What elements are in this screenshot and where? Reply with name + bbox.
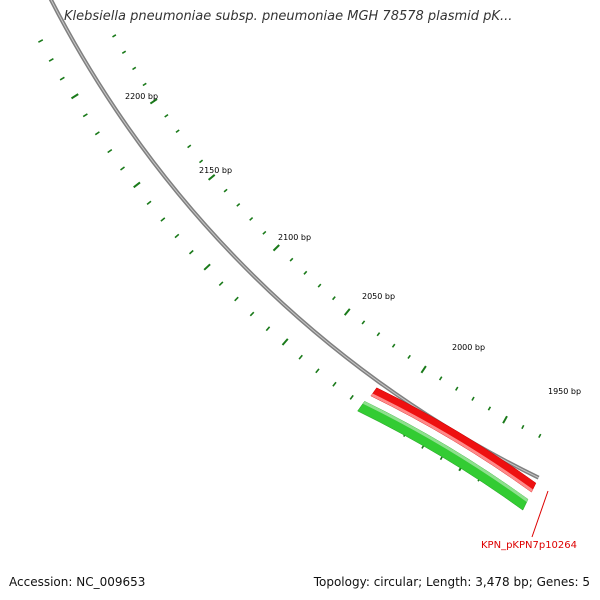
scale-label-2000: 2000 bp (452, 343, 485, 352)
minor-tick (349, 394, 354, 400)
minor-tick (303, 270, 308, 275)
reverse-gene-feature[interactable] (357, 400, 529, 511)
minor-tick (107, 148, 113, 154)
forward-gene-feature[interactable] (370, 387, 537, 493)
minor-tick (289, 257, 294, 262)
major-tick (272, 244, 280, 252)
minor-tick (38, 39, 44, 43)
minor-tick (361, 320, 366, 325)
minor-tick (332, 381, 337, 387)
scale-label-1950: 1950 bp (548, 387, 581, 396)
minor-tick (438, 376, 443, 381)
scale-label-2050: 2050 bp (362, 292, 395, 301)
accession-label: Accession: (9, 575, 73, 589)
major-tick (70, 93, 79, 100)
minor-tick (407, 354, 411, 359)
minor-tick (175, 129, 180, 134)
gene-label-leader (531, 490, 549, 538)
minor-tick (82, 113, 88, 118)
minor-tick (538, 433, 542, 438)
minor-tick (132, 66, 137, 71)
minor-tick (265, 326, 271, 332)
major-tick (281, 338, 289, 346)
minor-tick (188, 249, 194, 255)
sequence-summary: Topology: circular; Length: 3,478 bp; Ge… (313, 575, 590, 589)
major-tick (203, 263, 211, 271)
reverse-gene-body (357, 400, 529, 511)
minor-tick (455, 386, 459, 391)
minor-tick (391, 343, 396, 348)
topology-value: circular (373, 575, 419, 589)
minor-tick (487, 406, 492, 411)
minor-tick (160, 217, 166, 222)
inner-tick-ring (38, 39, 501, 492)
major-tick (343, 308, 351, 316)
minor-tick (218, 281, 224, 286)
major-tick (420, 365, 427, 374)
minor-tick (174, 233, 180, 239)
outer-tick-ring (112, 34, 542, 438)
minor-tick (198, 159, 204, 164)
genes-value: 5 (582, 575, 590, 589)
minor-tick (121, 50, 127, 54)
minor-tick (317, 283, 322, 288)
minor-tick (142, 82, 147, 87)
minor-tick (236, 203, 241, 207)
scale-label-2100: 2100 bp (278, 233, 311, 242)
map-title: Klebsiella pneumoniae subsp. pneumoniae … (64, 9, 513, 24)
length-value: 3,478 bp (475, 575, 529, 589)
minor-tick (112, 34, 117, 38)
minor-tick (298, 354, 303, 360)
minor-tick (331, 296, 336, 301)
major-tick (149, 98, 158, 105)
reverse-gene-shade (362, 401, 528, 502)
minor-tick (234, 296, 239, 302)
minor-tick (146, 200, 152, 206)
accession-info: Accession: NC_009653 (9, 575, 145, 589)
major-tick (133, 181, 141, 189)
minor-tick (223, 188, 228, 193)
minor-tick (94, 131, 100, 136)
minor-tick (48, 58, 54, 62)
scale-label-2200: 2200 bp (125, 92, 158, 101)
major-tick (207, 174, 216, 181)
minor-tick (249, 311, 255, 317)
minor-tick (262, 230, 267, 235)
genes-label: Genes: (536, 575, 579, 589)
scale-label-2150: 2150 bp (199, 166, 232, 175)
minor-tick (521, 424, 525, 430)
minor-tick (187, 144, 192, 149)
scale-labels: 2200 bp 2150 bp 2100 bp 2050 bp 2000 bp … (125, 92, 581, 396)
minor-tick (164, 113, 169, 118)
minor-tick (59, 76, 65, 81)
minor-tick (120, 166, 125, 171)
gene-label[interactable]: KPN_pKPN7p10264 (481, 540, 577, 551)
length-label: Length: (426, 575, 472, 589)
accession-value: NC_009653 (76, 575, 146, 589)
topology-label: Topology: (313, 575, 370, 589)
minor-tick (376, 332, 381, 337)
minor-tick (249, 217, 254, 221)
minor-tick (315, 368, 320, 374)
major-tick (502, 415, 508, 424)
minor-tick (471, 396, 475, 401)
forward-gene-shade (370, 393, 533, 493)
